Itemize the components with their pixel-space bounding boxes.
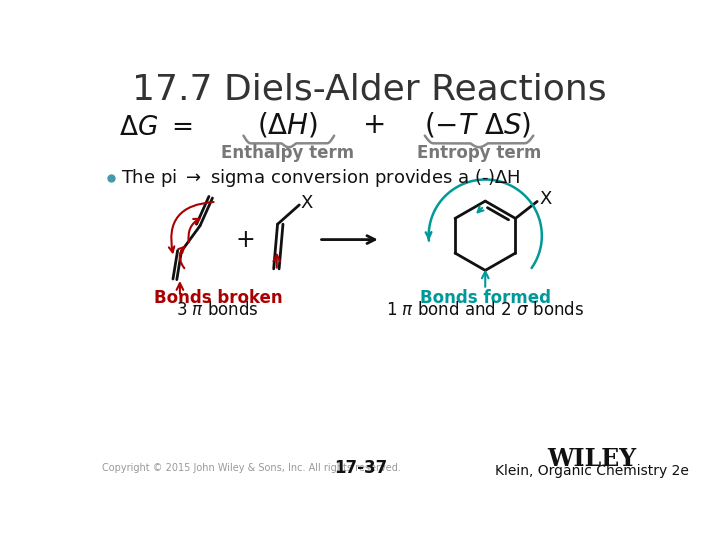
Text: 1 $\pi$ bond and 2 $\sigma$ bonds: 1 $\pi$ bond and 2 $\sigma$ bonds (386, 301, 585, 319)
Text: Enthalpy term: Enthalpy term (221, 144, 354, 163)
Text: $+$: $+$ (361, 111, 384, 139)
Text: $\Delta G\ =$: $\Delta G\ =$ (119, 116, 192, 140)
Text: $(-T\ \Delta S)$: $(-T\ \Delta S)$ (424, 110, 531, 139)
Text: X: X (539, 190, 552, 208)
Text: $(\Delta H)$: $(\Delta H)$ (257, 110, 318, 139)
Text: Entropy term: Entropy term (417, 144, 541, 163)
Text: Klein, Organic Chemistry 2e: Klein, Organic Chemistry 2e (495, 463, 689, 477)
Text: +: + (235, 227, 255, 252)
Text: Bonds formed: Bonds formed (420, 289, 551, 307)
Text: X: X (301, 194, 313, 212)
Text: WILEY: WILEY (548, 447, 636, 471)
Text: Copyright © 2015 John Wiley & Sons, Inc. All rights reserved.: Copyright © 2015 John Wiley & Sons, Inc.… (102, 463, 400, 473)
Text: 17.7 Diels-Alder Reactions: 17.7 Diels-Alder Reactions (132, 72, 606, 106)
Text: The pi $\rightarrow$ sigma conversion provides a (-)$\Delta$H: The pi $\rightarrow$ sigma conversion pr… (121, 167, 521, 189)
Text: 3 $\pi$ bonds: 3 $\pi$ bonds (176, 301, 259, 319)
Text: 17-37: 17-37 (335, 460, 388, 477)
Text: Bonds broken: Bonds broken (153, 289, 282, 307)
